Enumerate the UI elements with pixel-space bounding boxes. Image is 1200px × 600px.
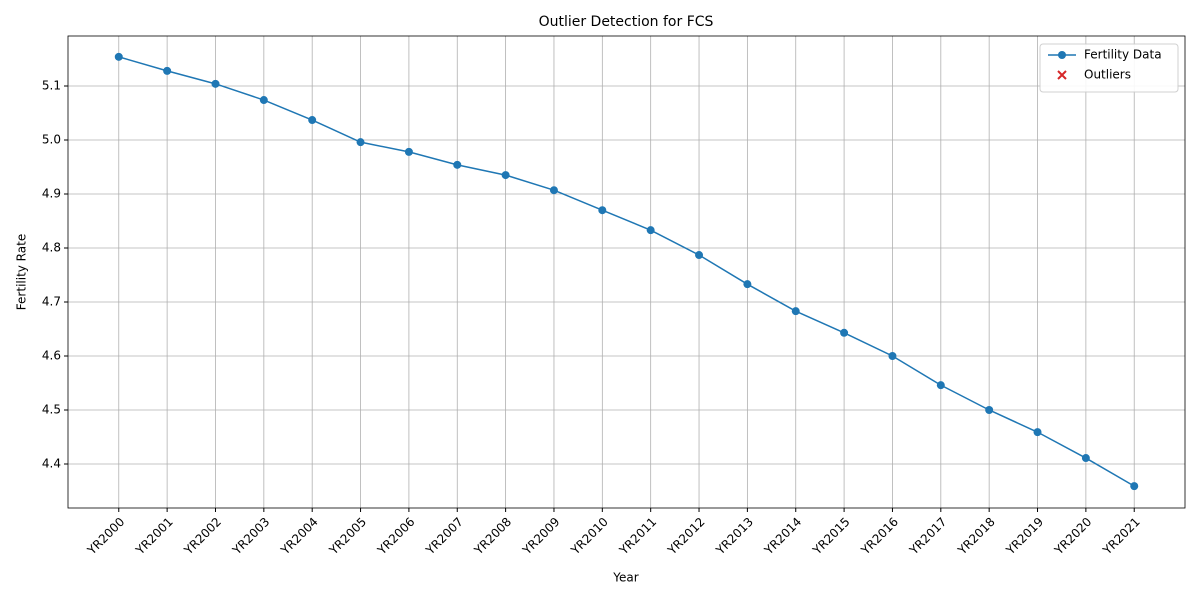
point xyxy=(1033,428,1042,437)
x-tick-label: YR2002 xyxy=(181,515,224,558)
point xyxy=(695,251,704,260)
point xyxy=(888,351,897,360)
x-tick-label: YR2013 xyxy=(713,515,756,558)
x-tick-label: YR2016 xyxy=(858,515,901,558)
point xyxy=(840,328,849,337)
point xyxy=(936,381,945,390)
x-tick-label: YR2011 xyxy=(616,515,659,558)
x-tick-label: YR2014 xyxy=(761,515,804,558)
x-tick-label: YR2015 xyxy=(809,515,852,558)
x-tick-label: YR2017 xyxy=(906,515,949,558)
y-tick-label: 4.4 xyxy=(42,456,61,470)
point xyxy=(259,96,268,105)
y-axis-label: Fertility Rate xyxy=(15,234,29,310)
y-tick-label: 4.8 xyxy=(42,240,61,254)
series-line xyxy=(118,56,1135,487)
point xyxy=(211,79,220,88)
plot-frame xyxy=(67,35,1186,509)
x-tick-label: YR2005 xyxy=(326,515,369,558)
legend-label: Fertility Data xyxy=(1084,48,1162,62)
x-tick-label: YR2021 xyxy=(1100,515,1143,558)
y-tick-label: 4.5 xyxy=(42,402,61,416)
point xyxy=(985,405,994,414)
point xyxy=(453,160,462,169)
point xyxy=(356,138,365,147)
x-tick-label: YR2000 xyxy=(84,515,127,558)
x-tick-label: YR2007 xyxy=(423,515,466,558)
chart-title: Outlier Detection for FCS xyxy=(539,14,714,30)
x-tick-label: YR2010 xyxy=(568,515,611,558)
x-tick-label: YR2006 xyxy=(374,515,417,558)
y-tick-label: 4.7 xyxy=(42,294,61,308)
point xyxy=(743,280,752,289)
y-tick-label: 5.0 xyxy=(42,133,61,147)
point xyxy=(308,116,317,125)
point xyxy=(791,307,800,316)
point xyxy=(501,171,510,180)
x-tick-label: YR2020 xyxy=(1051,515,1094,558)
y-tick-label: 4.6 xyxy=(42,348,61,362)
x-tick-label: YR2019 xyxy=(1003,515,1046,558)
point xyxy=(114,52,123,61)
x-tick-label: YR2001 xyxy=(132,515,175,558)
x-tick-label: YR2018 xyxy=(954,515,997,558)
point xyxy=(1130,482,1139,491)
point xyxy=(646,226,655,235)
x-tick-label: YR2004 xyxy=(278,515,321,558)
point xyxy=(163,66,172,75)
legend-marker xyxy=(1057,70,1067,80)
legend-label: Outliers xyxy=(1084,68,1131,82)
x-tick-label: YR2012 xyxy=(664,515,707,558)
x-tick-label: YR2008 xyxy=(471,515,514,558)
x-tick-label: YR2009 xyxy=(519,515,562,558)
x-axis-label: Year xyxy=(612,571,638,585)
y-tick-label: 5.1 xyxy=(42,79,61,93)
point xyxy=(404,147,413,156)
point xyxy=(1081,454,1090,463)
point xyxy=(598,206,607,215)
x-tick-label: YR2003 xyxy=(229,515,272,558)
legend-box xyxy=(1039,43,1179,93)
point xyxy=(549,186,558,195)
y-tick-label: 4.9 xyxy=(42,186,61,200)
legend-marker xyxy=(1058,51,1066,59)
